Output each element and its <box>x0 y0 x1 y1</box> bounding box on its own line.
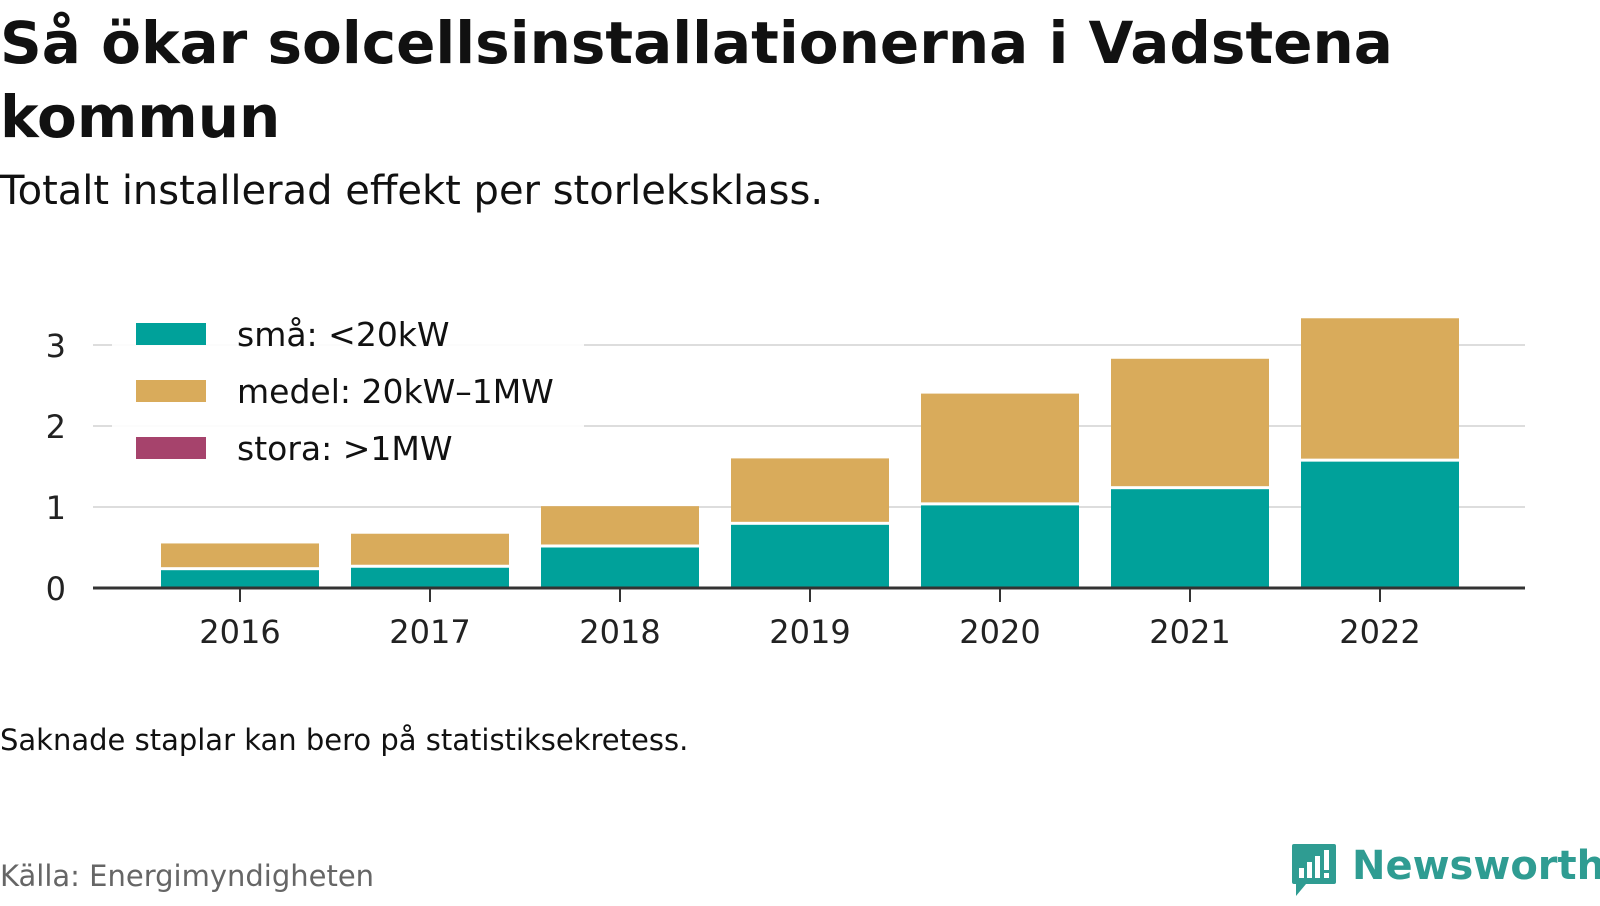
legend-label: små: <20kW <box>237 315 450 354</box>
legend-swatch <box>136 437 206 459</box>
y-axis-ticks: 0 1 2 3 <box>46 327 66 608</box>
legend-swatch <box>136 323 206 345</box>
bar-2020-series-0 <box>921 505 1079 588</box>
legend-label: medel: 20kW–1MW <box>237 372 554 411</box>
bar-2019-series-1 <box>731 458 889 522</box>
stacked-bar-chart: 2016 2017 2018 2019 2020 2021 2022 0 1 2 3 små: <… <box>46 308 1525 651</box>
bar-2021-series-0 <box>1111 489 1269 588</box>
bar-2020-series-1 <box>921 393 1079 503</box>
bar-2019-series-0 <box>731 524 889 588</box>
brand-logo: Newsworthy <box>1290 842 1600 906</box>
x-tick-label: 2020 <box>959 613 1040 651</box>
x-tick-label: 2022 <box>1339 613 1420 651</box>
bar-chart-exclamation-icon <box>1292 844 1336 896</box>
y-tick-label: 3 <box>46 327 66 365</box>
brand-name: Newsworthy <box>1352 843 1600 889</box>
bar-2018-series-1 <box>541 506 699 545</box>
legend: små: <20kW medel: 20kW–1MW stora: >1MW <box>112 308 584 478</box>
bar-2017-series-1 <box>351 533 509 565</box>
bar-2017-series-0 <box>351 567 509 588</box>
y-tick-label: 2 <box>46 408 66 446</box>
x-axis: 2016 2017 2018 2019 2020 2021 2022 <box>93 586 1525 651</box>
source-text: Källa: Energimyndigheten <box>0 859 375 893</box>
bars <box>161 318 1459 588</box>
y-tick-label: 1 <box>46 489 66 527</box>
bar-2016-series-1 <box>161 543 319 568</box>
bar-2016-series-0 <box>161 570 319 588</box>
chart-subtitle: Totalt installerad effekt per storlekskl… <box>0 168 824 214</box>
x-tick-label: 2019 <box>769 613 850 651</box>
chart-title: Så ökar solcellsinstallationerna i Vadst… <box>0 9 1393 151</box>
legend-label: stora: >1MW <box>237 429 452 468</box>
y-tick-label: 0 <box>46 570 66 608</box>
bar-2022-series-0 <box>1301 461 1459 588</box>
bar-2021-series-1 <box>1111 358 1269 487</box>
x-tick-label: 2018 <box>579 613 660 651</box>
bar-2018-series-0 <box>541 547 699 588</box>
bar-2022-series-1 <box>1301 318 1459 459</box>
x-tick-label: 2016 <box>199 613 280 651</box>
footnote: Saknade staplar kan bero på statistiksek… <box>0 723 689 757</box>
x-tick-label: 2021 <box>1149 613 1230 651</box>
legend-swatch <box>136 380 206 402</box>
x-tick-label: 2017 <box>389 613 470 651</box>
